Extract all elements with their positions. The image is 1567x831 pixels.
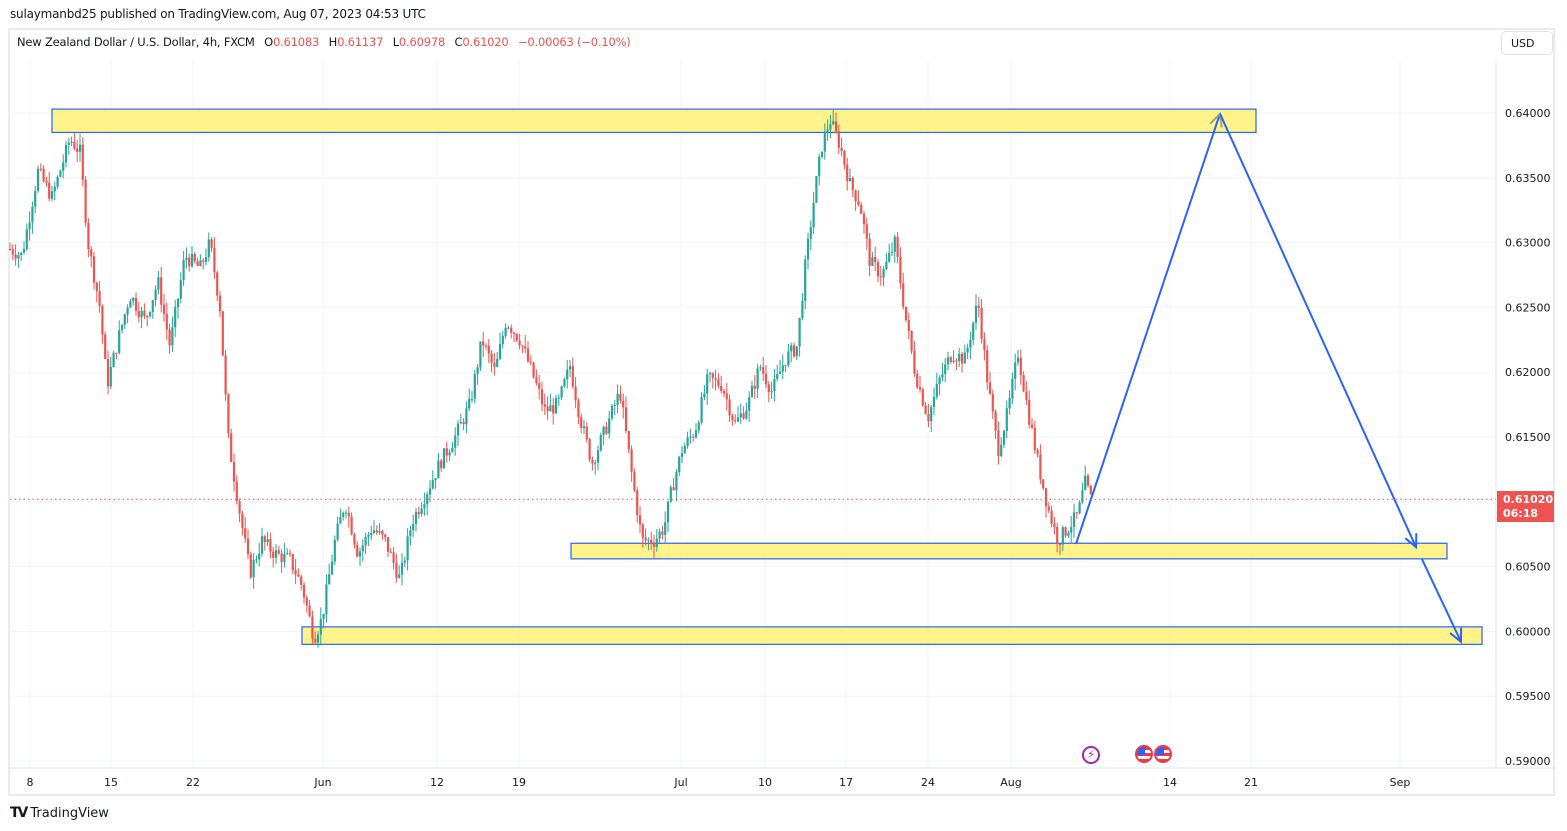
lightning-icon[interactable]: ⚡︎: [1082, 746, 1100, 764]
zone-rectangles[interactable]: [51, 108, 1483, 645]
us-flag-icon[interactable]: [1154, 745, 1172, 763]
time-tick-label: Aug: [1000, 776, 1021, 789]
time-tick-label: 19: [512, 776, 526, 789]
price-tick-label: 0.62500: [1505, 301, 1551, 314]
time-tick-label: Jun: [313, 776, 331, 789]
open-label: O: [264, 35, 273, 49]
chart-grid: [10, 60, 1496, 768]
price-tick-label: 0.63500: [1505, 172, 1551, 185]
low-label: L: [392, 35, 399, 49]
time-axis[interactable]: 8 15 22 Jun 12 19 Jul 10 17 24 Aug 14 21 Sep: [27, 776, 1411, 789]
chart-axes: [8, 60, 1555, 769]
last-price-badge: 0.61020 06:18: [1497, 491, 1554, 522]
high-value: 0.61137: [337, 35, 384, 49]
low-value: 0.60978: [398, 35, 446, 49]
time-tick-label: Sep: [1390, 776, 1411, 789]
brand-name: TradingView: [30, 805, 109, 821]
symbol-title: New Zealand Dollar / U.S. Dollar, 4h, FX…: [17, 35, 255, 49]
price-tick-label: 0.60500: [1505, 561, 1551, 574]
time-tick-label: 12: [430, 776, 444, 789]
currency-button[interactable]: USD: [1501, 31, 1553, 55]
time-tick-label: 24: [921, 776, 935, 789]
price-tick-label: 0.63000: [1505, 237, 1551, 250]
time-tick-label: 10: [758, 776, 772, 789]
support-zone-bottom[interactable]: [301, 626, 1483, 645]
price-tick-label: 0.64000: [1505, 107, 1551, 120]
price-tick-label: 0.62000: [1505, 366, 1551, 379]
price-tick-label: 0.59000: [1505, 755, 1551, 768]
chart-frame: [8, 28, 1555, 796]
us-flag-icon[interactable]: [1135, 745, 1153, 763]
change-value: −0.00063 (−0.10%): [518, 35, 631, 49]
last-price-value: 0.61020: [1503, 493, 1554, 506]
projection-arrows[interactable]: [1075, 111, 1463, 644]
price-tick-label: 0.60000: [1505, 625, 1551, 638]
resistance-zone-top[interactable]: [51, 108, 1257, 134]
high-label: H: [328, 35, 338, 49]
time-tick-label: 14: [1163, 776, 1177, 789]
open-value: 0.61083: [272, 35, 320, 49]
close-value: 0.61020: [462, 35, 509, 49]
close-label: C: [454, 35, 463, 49]
price-tick-label: 0.61500: [1505, 431, 1551, 444]
tradingview-logo-icon: TV: [10, 805, 28, 821]
time-tick-label: 21: [1244, 776, 1258, 789]
price-tick-label: 0.59500: [1505, 690, 1551, 703]
time-tick-label: 22: [186, 776, 200, 789]
bar-countdown: 06:18: [1503, 507, 1539, 520]
tradingview-logo[interactable]: TV TradingView: [10, 805, 109, 821]
time-tick-label: 15: [104, 776, 118, 789]
time-tick-label: Jul: [673, 776, 687, 789]
support-zone-mid[interactable]: [570, 542, 1448, 560]
publish-info: sulaymanbd25 published on TradingView.co…: [10, 7, 426, 21]
time-tick-label: 17: [839, 776, 853, 789]
candles: [8, 110, 1092, 648]
symbol-legend: New Zealand Dollar / U.S. Dollar, 4h, FX…: [17, 35, 631, 49]
price-axis[interactable]: 0.64000 0.63500 0.63000 0.62500 0.62000 0.615…: [1505, 107, 1551, 768]
time-tick-label: 8: [27, 776, 34, 789]
